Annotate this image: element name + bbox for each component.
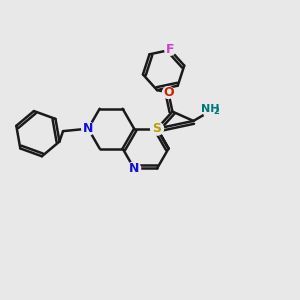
- Text: S: S: [153, 122, 162, 135]
- Circle shape: [203, 102, 220, 119]
- Text: N: N: [129, 162, 139, 175]
- Text: O: O: [163, 86, 174, 99]
- Text: NH: NH: [201, 104, 219, 114]
- Circle shape: [82, 122, 94, 135]
- Circle shape: [151, 122, 164, 135]
- Circle shape: [165, 45, 176, 55]
- Circle shape: [163, 87, 174, 98]
- Circle shape: [128, 162, 141, 175]
- Text: F: F: [166, 44, 174, 56]
- Text: N: N: [83, 122, 93, 135]
- Text: 2: 2: [214, 107, 220, 116]
